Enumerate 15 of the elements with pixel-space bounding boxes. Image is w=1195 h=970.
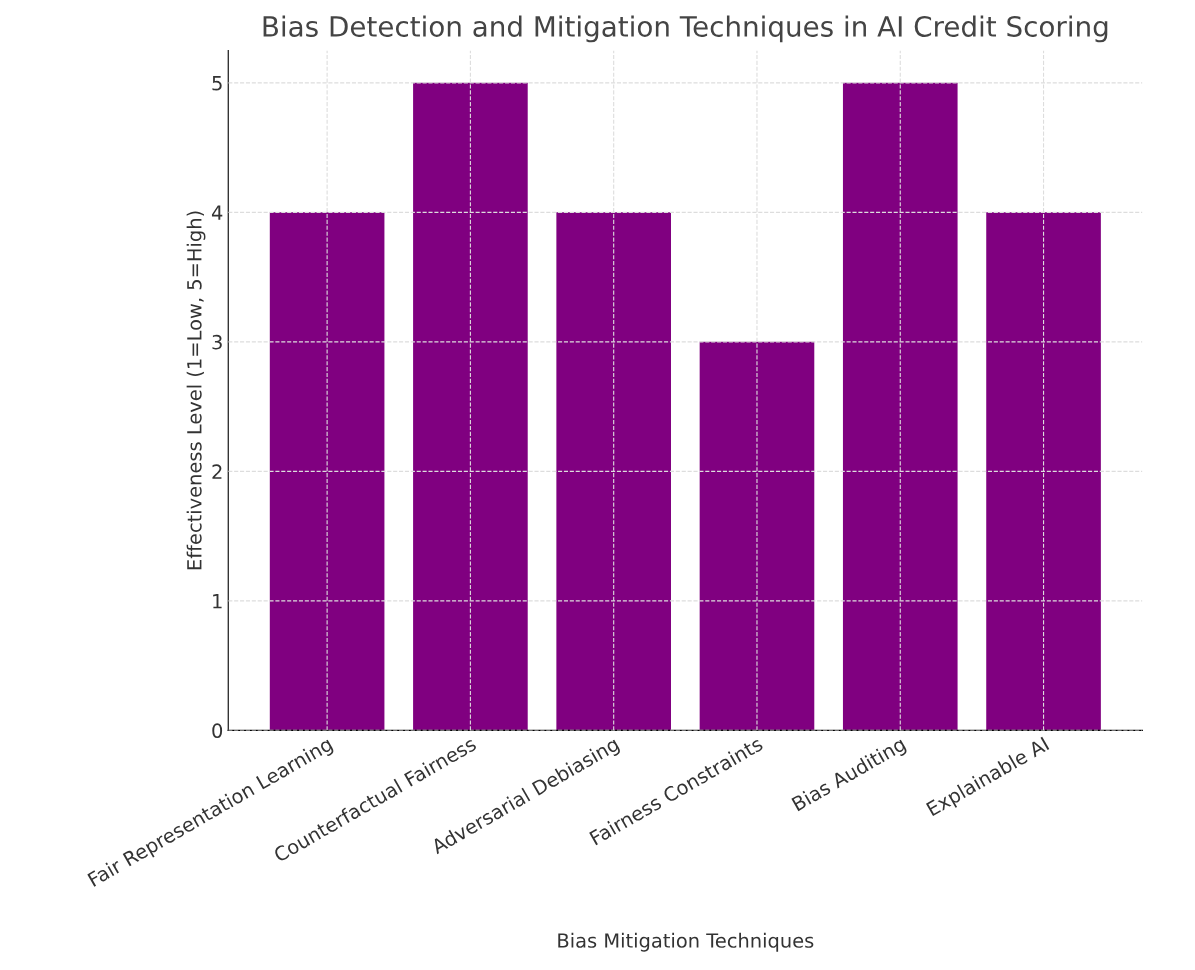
chart-title: Bias Detection and Mitigation Techniques in AI Credit Scoring (263, 15, 1108, 43)
y-axis-title: Effectiveness Level (1=Low, 5=High) (186, 211, 206, 570)
y-tick-label: 1 (213, 594, 222, 609)
y-tick-label: 4 (211, 205, 223, 220)
y-tick-label: 2 (212, 464, 222, 479)
bar (269, 212, 385, 731)
y-tick-label: 3 (212, 334, 222, 350)
bar (986, 212, 1101, 731)
y-tick-label: 5 (212, 76, 222, 91)
bar (699, 341, 815, 731)
y-tick-label: 0 (212, 723, 223, 739)
x-axis-title: Bias Mitigation Techniques (558, 932, 814, 952)
bar (413, 82, 528, 731)
bar (842, 82, 958, 731)
bar (556, 212, 671, 731)
